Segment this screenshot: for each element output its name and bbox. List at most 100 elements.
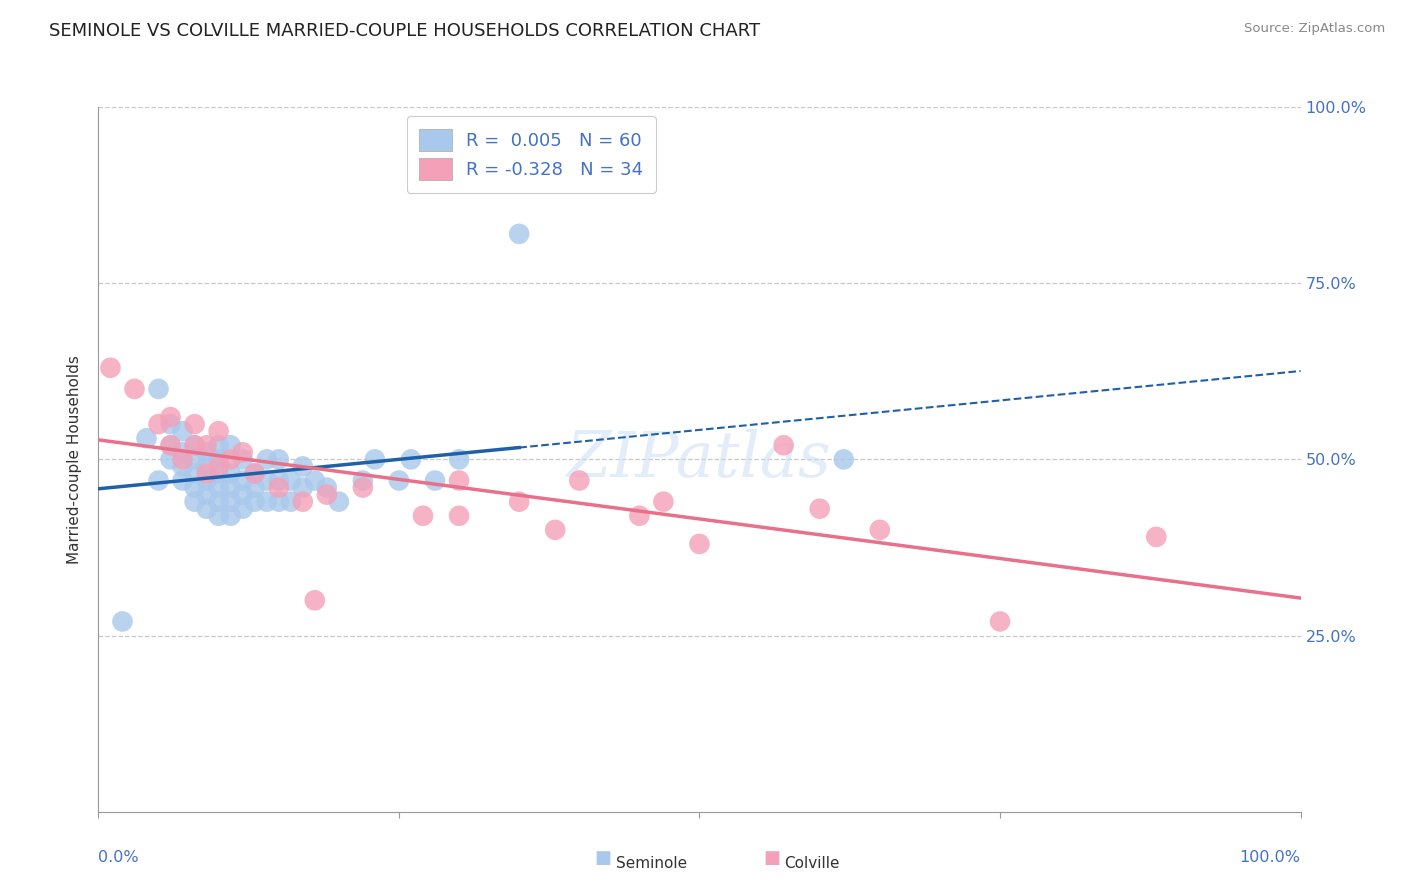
Point — [243, 481, 266, 495]
Point — [280, 474, 302, 488]
Point — [304, 593, 326, 607]
Point — [243, 467, 266, 481]
Point — [256, 452, 278, 467]
Text: ZIPatlas: ZIPatlas — [567, 428, 832, 491]
Point — [135, 431, 157, 445]
Point — [447, 474, 470, 488]
Point — [808, 501, 831, 516]
Point — [689, 537, 711, 551]
Text: Seminole: Seminole — [616, 856, 688, 871]
Y-axis label: Married-couple Households: Married-couple Households — [67, 355, 83, 564]
Point — [195, 501, 218, 516]
Point — [388, 474, 411, 488]
Point — [508, 227, 530, 241]
Point — [219, 494, 242, 508]
Text: 100.0%: 100.0% — [1240, 850, 1301, 865]
Point — [291, 481, 314, 495]
Point — [148, 382, 170, 396]
Point — [195, 467, 218, 481]
Point — [159, 452, 181, 467]
Point — [183, 438, 205, 452]
Point — [183, 467, 205, 481]
Point — [183, 417, 205, 431]
Point — [159, 438, 181, 452]
Point — [869, 523, 891, 537]
Point — [159, 438, 181, 452]
Text: Source: ZipAtlas.com: Source: ZipAtlas.com — [1244, 22, 1385, 36]
Point — [172, 474, 194, 488]
Text: SEMINOLE VS COLVILLE MARRIED-COUPLE HOUSEHOLDS CORRELATION CHART: SEMINOLE VS COLVILLE MARRIED-COUPLE HOUS… — [49, 22, 761, 40]
Point — [267, 474, 290, 488]
Point — [423, 474, 446, 488]
Point — [544, 523, 567, 537]
Point — [412, 508, 434, 523]
Point — [988, 615, 1011, 629]
Point — [267, 452, 290, 467]
Point — [208, 438, 231, 452]
Point — [291, 459, 314, 474]
Point — [208, 452, 231, 467]
Point — [159, 410, 181, 425]
Point — [328, 494, 350, 508]
Point — [195, 445, 218, 459]
Point — [267, 481, 290, 495]
Point — [195, 487, 218, 501]
Point — [219, 467, 242, 481]
Point — [111, 615, 134, 629]
Point — [148, 417, 170, 431]
Point — [315, 481, 337, 495]
Point — [256, 474, 278, 488]
Point — [399, 452, 422, 467]
Point — [172, 459, 194, 474]
Point — [447, 452, 470, 467]
Point — [652, 494, 675, 508]
Legend: R =  0.005   N = 60, R = -0.328   N = 34: R = 0.005 N = 60, R = -0.328 N = 34 — [406, 116, 655, 193]
Point — [256, 494, 278, 508]
Point — [159, 417, 181, 431]
Point — [183, 452, 205, 467]
Point — [208, 508, 231, 523]
Text: Colville: Colville — [785, 856, 839, 871]
Point — [291, 494, 314, 508]
Point — [1144, 530, 1167, 544]
Point — [568, 474, 591, 488]
Point — [232, 501, 254, 516]
Point — [172, 424, 194, 438]
Point — [195, 459, 218, 474]
Point — [772, 438, 794, 452]
Point — [352, 474, 374, 488]
Point — [172, 452, 194, 467]
Point — [304, 474, 326, 488]
Point — [508, 494, 530, 508]
Point — [208, 467, 231, 481]
Point — [183, 481, 205, 495]
Point — [183, 494, 205, 508]
Text: ■: ■ — [763, 849, 780, 867]
Point — [208, 424, 231, 438]
Point — [280, 494, 302, 508]
Point — [124, 382, 146, 396]
Point — [148, 474, 170, 488]
Point — [628, 508, 651, 523]
Point — [352, 481, 374, 495]
Text: 0.0%: 0.0% — [98, 850, 139, 865]
Point — [267, 494, 290, 508]
Point — [447, 508, 470, 523]
Point — [100, 360, 122, 375]
Point — [232, 487, 254, 501]
Point — [232, 474, 254, 488]
Point — [832, 452, 855, 467]
Text: ■: ■ — [595, 849, 612, 867]
Point — [219, 452, 242, 467]
Point — [172, 445, 194, 459]
Point — [219, 481, 242, 495]
Point — [208, 481, 231, 495]
Point — [195, 438, 218, 452]
Point — [232, 445, 254, 459]
Point — [364, 452, 387, 467]
Point — [219, 438, 242, 452]
Point — [243, 494, 266, 508]
Point — [208, 494, 231, 508]
Point — [219, 508, 242, 523]
Point — [315, 487, 337, 501]
